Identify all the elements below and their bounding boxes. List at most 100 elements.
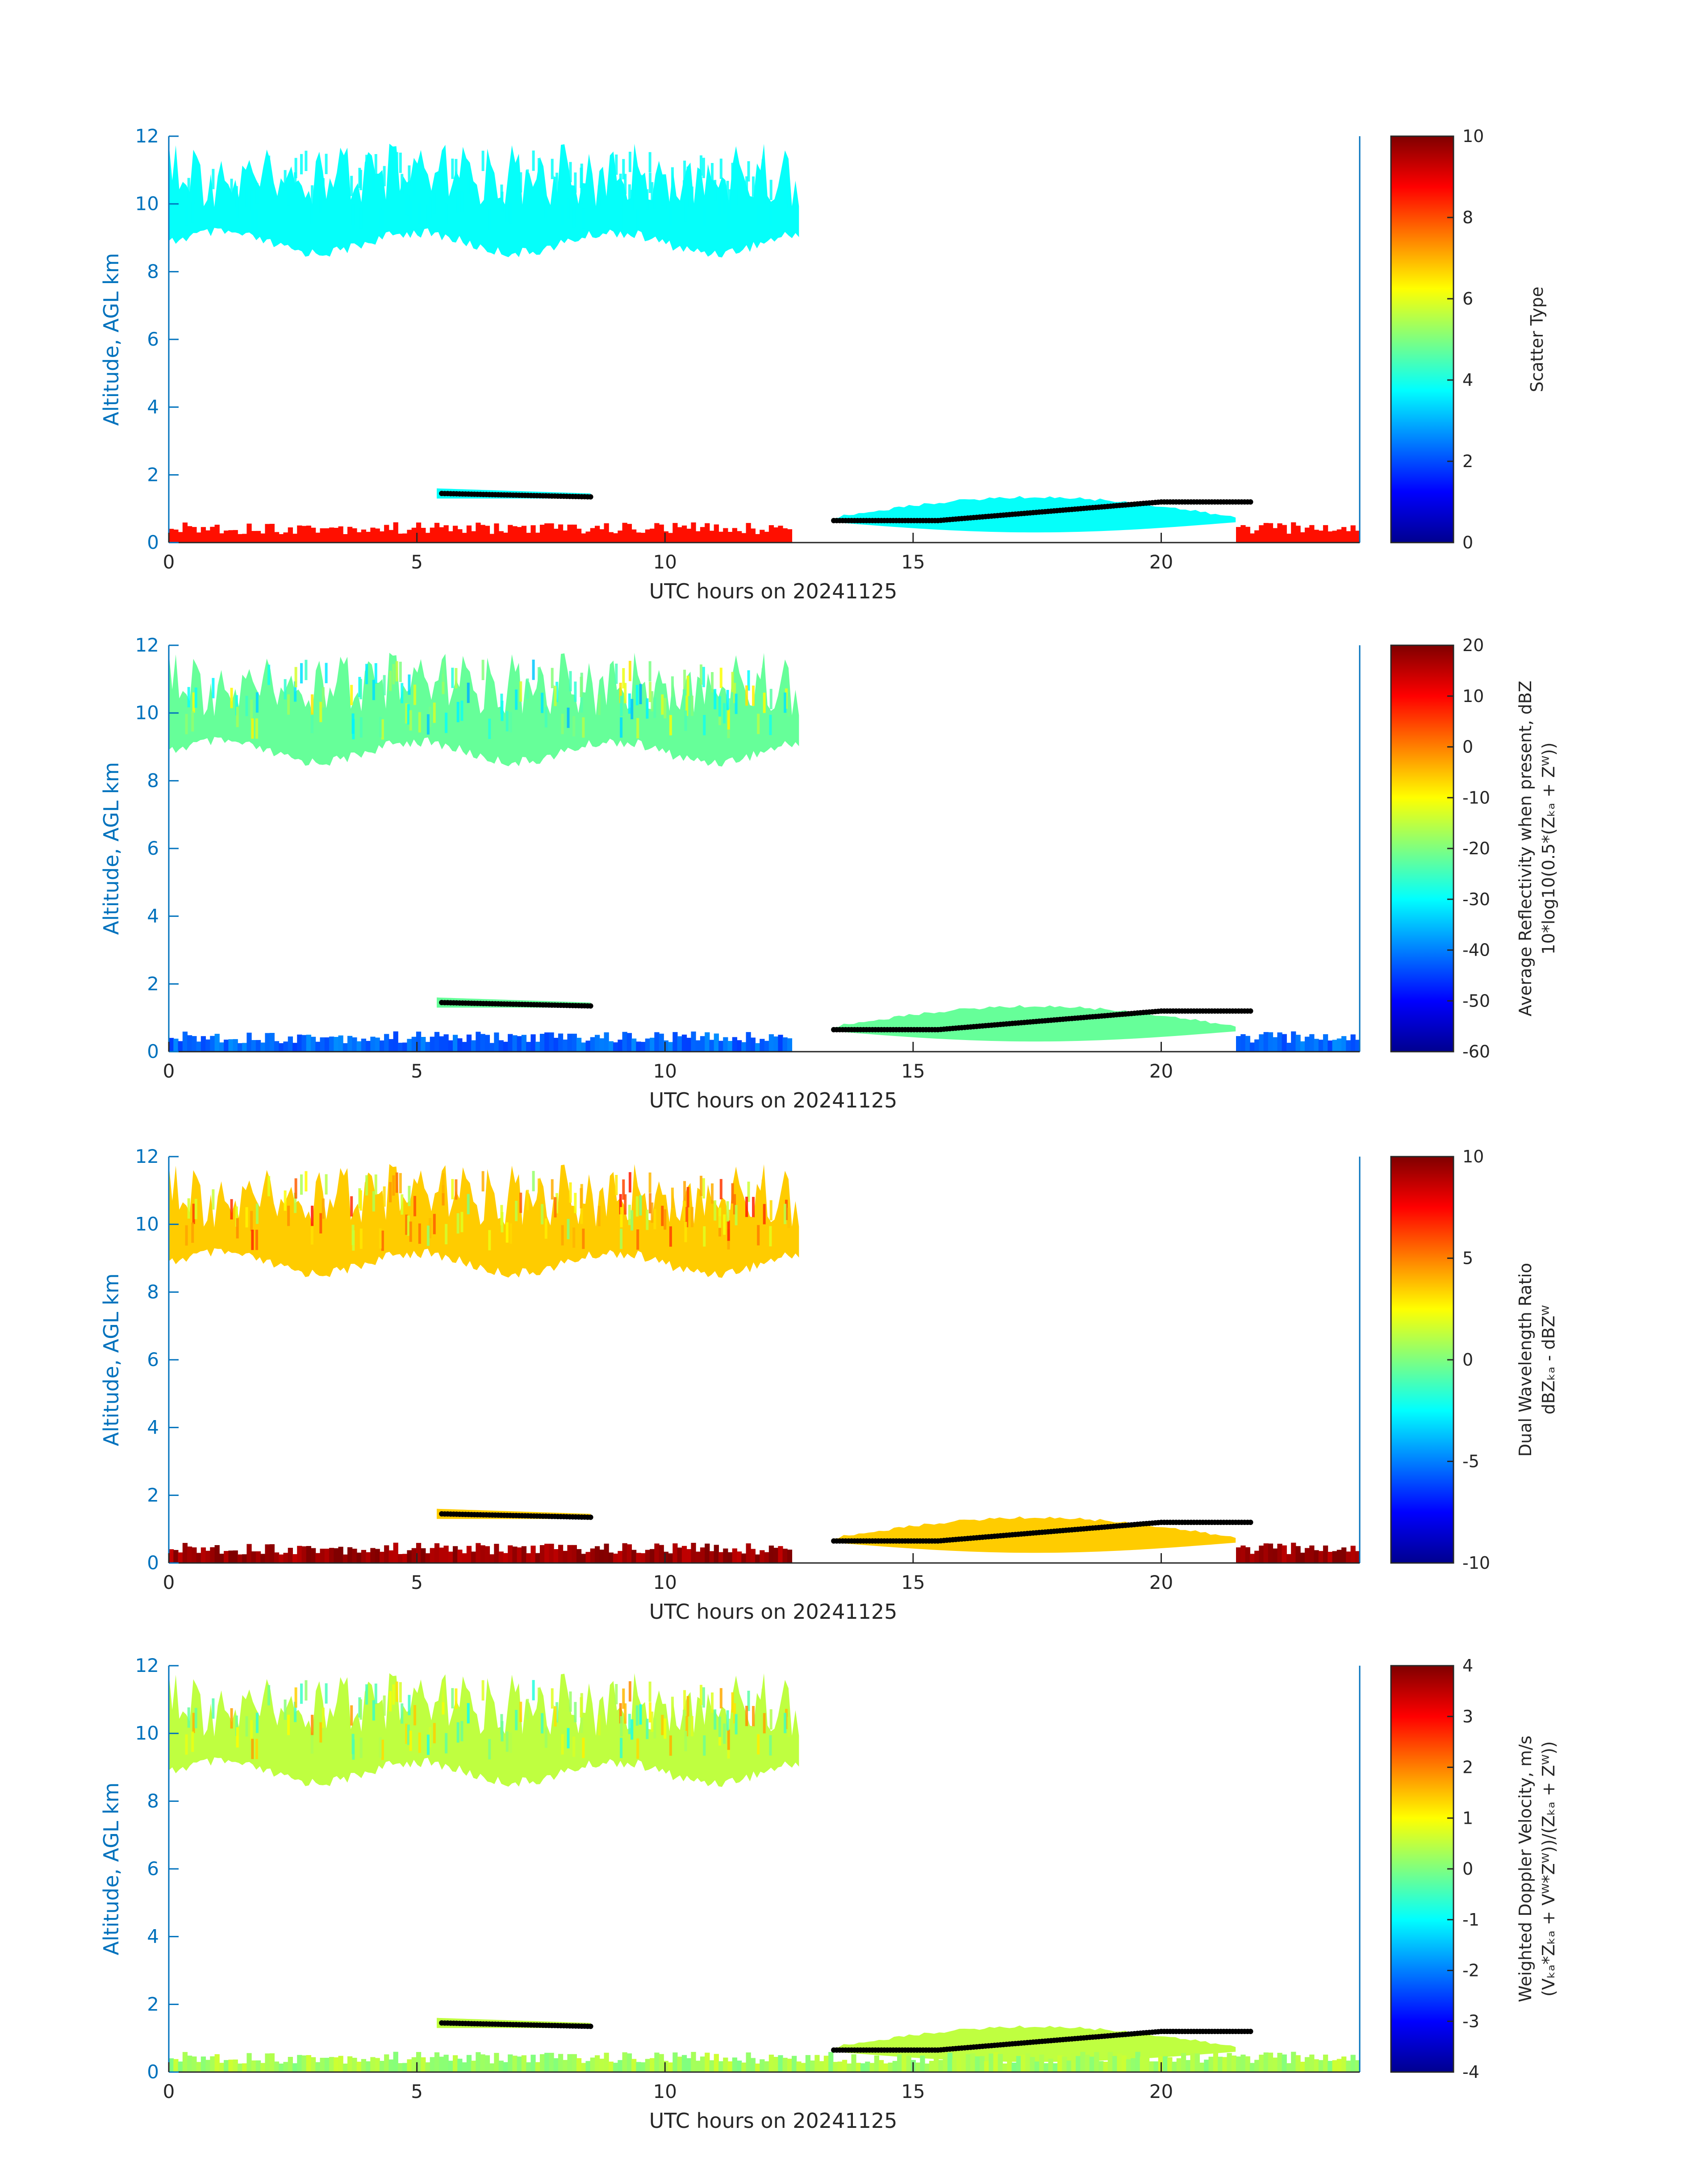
cirrus-texture: [763, 693, 766, 713]
surface-layer-bin: [466, 1546, 472, 1563]
surface-layer-bin: [902, 2055, 907, 2072]
surface-layer-bin: [471, 2060, 476, 2072]
surface-layer-bin: [572, 1033, 577, 1052]
surface-layer-bin: [476, 522, 481, 543]
colorbar-tick-label: 4: [1462, 1656, 1473, 1676]
surface-layer-bin: [471, 531, 476, 543]
surface-layer-bin: [1309, 1034, 1315, 1052]
surface-layer-bin: [443, 2055, 449, 2072]
surface-layer-bin: [292, 534, 298, 543]
cirrus-texture: [185, 714, 188, 735]
surface-layer-bin: [1355, 531, 1360, 543]
cirrus-texture: [763, 1713, 766, 1734]
cirrus-texture: [509, 712, 512, 733]
surface-layer-bin: [553, 2058, 559, 2072]
cirrus-texture: [294, 172, 297, 193]
colorbar-scale: [1390, 1156, 1454, 1564]
surface-layer-bin: [878, 2060, 884, 2072]
surface-layer-bin: [476, 1543, 481, 1563]
surface-layer-bin: [494, 1544, 499, 1563]
cirrus-texture: [763, 184, 766, 204]
y-axis-label: Altitude, AGL km: [99, 1273, 123, 1446]
surface-layer-bin: [320, 1037, 325, 1052]
cirrus-texture: [735, 1714, 738, 1734]
cirrus-texture: [526, 678, 529, 699]
cirrus-texture: [757, 714, 760, 734]
surface-layer-bin: [549, 523, 554, 543]
surface-layer-bin: [1121, 2055, 1127, 2072]
surface-layer-bin: [659, 1033, 664, 1052]
surface-layer-bin: [251, 1040, 256, 1052]
surface-layer-bin: [508, 525, 513, 543]
cirrus-texture: [372, 171, 375, 191]
cirrus-texture: [690, 1716, 693, 1737]
surface-layer-bin: [219, 533, 225, 543]
surface-layer-bin: [874, 2055, 879, 2072]
y-axis-label: Altitude, AGL km: [99, 253, 123, 426]
surface-layer-bin: [810, 2060, 815, 2072]
surface-layer-bin: [517, 1547, 522, 1563]
cirrus-texture: [620, 717, 623, 738]
x-axis-label: UTC hours on 20241125: [649, 579, 898, 603]
surface-layer-bin: [705, 1543, 710, 1563]
cirrus-texture: [714, 180, 717, 201]
cirrus-texture: [481, 1680, 484, 1701]
cirrus-texture: [250, 190, 253, 211]
surface-layer-bin: [375, 1549, 380, 1563]
cirrus-texture: [719, 668, 722, 688]
surface-layer-bin: [539, 525, 545, 543]
cirrus-texture: [690, 186, 693, 207]
surface-layer-bin: [1254, 1039, 1260, 1052]
surface-layer-bin: [718, 531, 724, 543]
y-tick-label: 4: [147, 905, 159, 927]
surface-layer-bin: [727, 532, 733, 543]
cirrus-texture: [752, 685, 755, 706]
surface-layer-bin: [819, 2061, 824, 2072]
surface-layer-bin: [484, 1546, 490, 1563]
surface-layer-bin: [512, 1035, 518, 1052]
surface-layer-bin: [503, 532, 509, 543]
cirrus-texture: [255, 1713, 259, 1733]
surface-layer-bin: [521, 1035, 527, 1052]
cirrus-texture: [551, 159, 554, 180]
surface-layer-bin: [1332, 1040, 1337, 1052]
cirrus-texture: [763, 1204, 766, 1224]
surface-layer-bin: [402, 2063, 408, 2072]
surface-layer-bin: [489, 1554, 495, 1563]
surface-layer-bin: [489, 2063, 495, 2072]
cirrus-texture: [305, 150, 308, 171]
surface-layer-bin: [947, 2052, 953, 2072]
surface-layer-bin: [1277, 523, 1282, 543]
cirrus-texture: [747, 670, 750, 691]
cirrus-texture: [582, 208, 585, 229]
surface-layer-bin: [1236, 2056, 1241, 2072]
surface-layer-bin: [663, 531, 669, 543]
cirrus-texture: [401, 683, 404, 703]
surface-layer-bin: [1186, 2060, 1191, 2072]
surface-layer-bin: [1304, 527, 1310, 543]
cirrus-texture: [727, 1730, 730, 1750]
surface-layer-bin: [306, 2055, 311, 2072]
surface-layer-bin: [329, 2057, 334, 2072]
surface-layer-bin: [379, 2060, 385, 2072]
surface-layer-bin: [1346, 2060, 1351, 2072]
cirrus-texture: [683, 1690, 686, 1711]
cirrus-texture: [745, 1196, 748, 1217]
surface-layer-bin: [618, 1551, 623, 1563]
surface-layer-bin: [1286, 1043, 1292, 1052]
surface-layer-bin: [370, 527, 376, 543]
surface-layer-bin: [718, 1552, 724, 1563]
surface-layer-bin: [691, 2052, 696, 2072]
surface-layer-bin: [265, 524, 270, 543]
surface-layer-bin: [187, 1546, 192, 1563]
surface-layer-bin: [663, 1551, 669, 1563]
cirrus-texture: [723, 1214, 726, 1235]
surface-layer-bin: [1249, 533, 1255, 543]
cirrus-texture: [683, 1181, 686, 1202]
surface-layer-bin: [714, 524, 719, 543]
cirrus-texture: [418, 712, 421, 733]
surface-layer-bin: [324, 1549, 330, 1563]
cirrus-texture: [374, 1174, 377, 1195]
surface-layer-bin: [192, 1547, 197, 1563]
cloud-base-marker: [588, 494, 593, 500]
